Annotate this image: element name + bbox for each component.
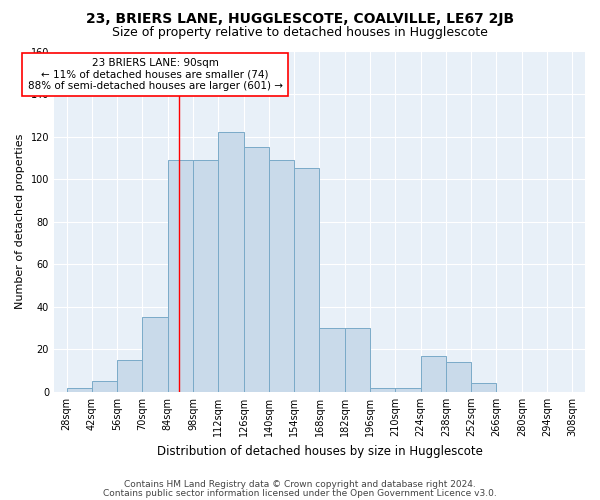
- Bar: [67, 388, 92, 392]
- Bar: [193, 160, 218, 392]
- Bar: [142, 318, 168, 392]
- Bar: [269, 160, 294, 392]
- Bar: [421, 356, 446, 392]
- Bar: [218, 132, 244, 392]
- Bar: [345, 328, 370, 392]
- Bar: [168, 160, 193, 392]
- Bar: [471, 384, 496, 392]
- Text: Size of property relative to detached houses in Hugglescote: Size of property relative to detached ho…: [112, 26, 488, 39]
- Text: 23, BRIERS LANE, HUGGLESCOTE, COALVILLE, LE67 2JB: 23, BRIERS LANE, HUGGLESCOTE, COALVILLE,…: [86, 12, 514, 26]
- Text: Contains HM Land Registry data © Crown copyright and database right 2024.: Contains HM Land Registry data © Crown c…: [124, 480, 476, 489]
- Bar: [446, 362, 471, 392]
- Text: Contains public sector information licensed under the Open Government Licence v3: Contains public sector information licen…: [103, 488, 497, 498]
- X-axis label: Distribution of detached houses by size in Hugglescote: Distribution of detached houses by size …: [157, 444, 482, 458]
- Bar: [370, 388, 395, 392]
- Bar: [117, 360, 142, 392]
- Y-axis label: Number of detached properties: Number of detached properties: [15, 134, 25, 310]
- Bar: [92, 381, 117, 392]
- Bar: [395, 388, 421, 392]
- Text: 23 BRIERS LANE: 90sqm
← 11% of detached houses are smaller (74)
88% of semi-deta: 23 BRIERS LANE: 90sqm ← 11% of detached …: [28, 58, 283, 91]
- Bar: [294, 168, 319, 392]
- Bar: [244, 147, 269, 392]
- Bar: [319, 328, 345, 392]
